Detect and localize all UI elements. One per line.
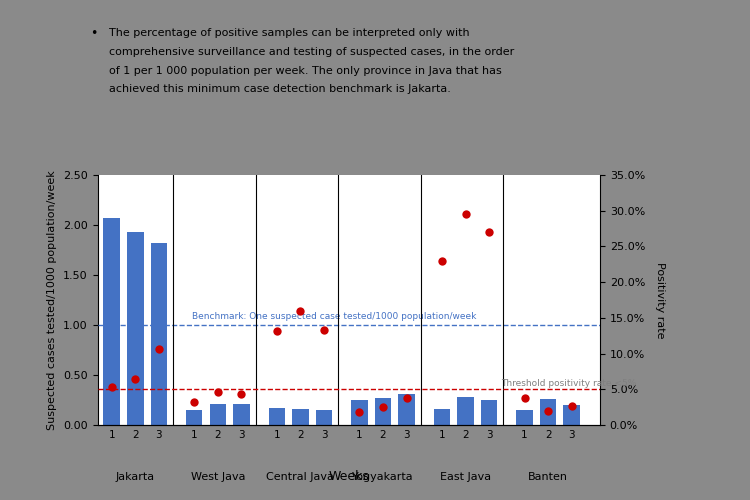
Bar	[351, 400, 368, 425]
Text: Threshold positivity rate <5%: Threshold positivity rate <5%	[501, 379, 636, 388]
Text: achieved this minimum case detection benchmark is Jakarta.: achieved this minimum case detection ben…	[109, 84, 451, 94]
Text: comprehensive surveillance and testing of suspected cases, in the order: comprehensive surveillance and testing o…	[109, 46, 514, 56]
Bar	[151, 243, 167, 425]
X-axis label: Weeks: Weeks	[328, 470, 369, 484]
Text: East Java: East Java	[440, 472, 491, 482]
Bar	[186, 410, 202, 425]
Text: Benchmark: One suspected case tested/1000 population/week: Benchmark: One suspected case tested/100…	[192, 312, 476, 321]
Bar	[398, 394, 415, 425]
Text: West Java: West Java	[190, 472, 245, 482]
Text: Banten: Banten	[528, 472, 568, 482]
Text: Central Java: Central Java	[266, 472, 334, 482]
Text: Yogyakarta: Yogyakarta	[352, 472, 414, 482]
Bar	[540, 399, 556, 425]
Bar	[516, 410, 532, 425]
Bar	[481, 400, 497, 425]
Bar	[292, 409, 309, 425]
Text: Jakarta: Jakarta	[116, 472, 154, 482]
Text: The percentage of positive samples can be interpreted only with: The percentage of positive samples can b…	[109, 28, 470, 38]
Y-axis label: Suspected cases tested/1000 population/week: Suspected cases tested/1000 population/w…	[47, 170, 58, 430]
Bar	[127, 232, 143, 425]
Bar	[563, 405, 580, 425]
Bar	[209, 404, 226, 425]
Bar	[233, 404, 250, 425]
Text: •: •	[90, 28, 98, 40]
Bar	[375, 398, 392, 425]
Bar	[268, 408, 285, 425]
Text: of 1 per 1 000 population per week. The only province in Java that has: of 1 per 1 000 population per week. The …	[109, 66, 502, 76]
Bar	[316, 410, 332, 425]
Bar	[458, 397, 474, 425]
Y-axis label: Positivity rate: Positivity rate	[655, 262, 664, 338]
Bar	[433, 409, 450, 425]
Bar	[104, 218, 120, 425]
